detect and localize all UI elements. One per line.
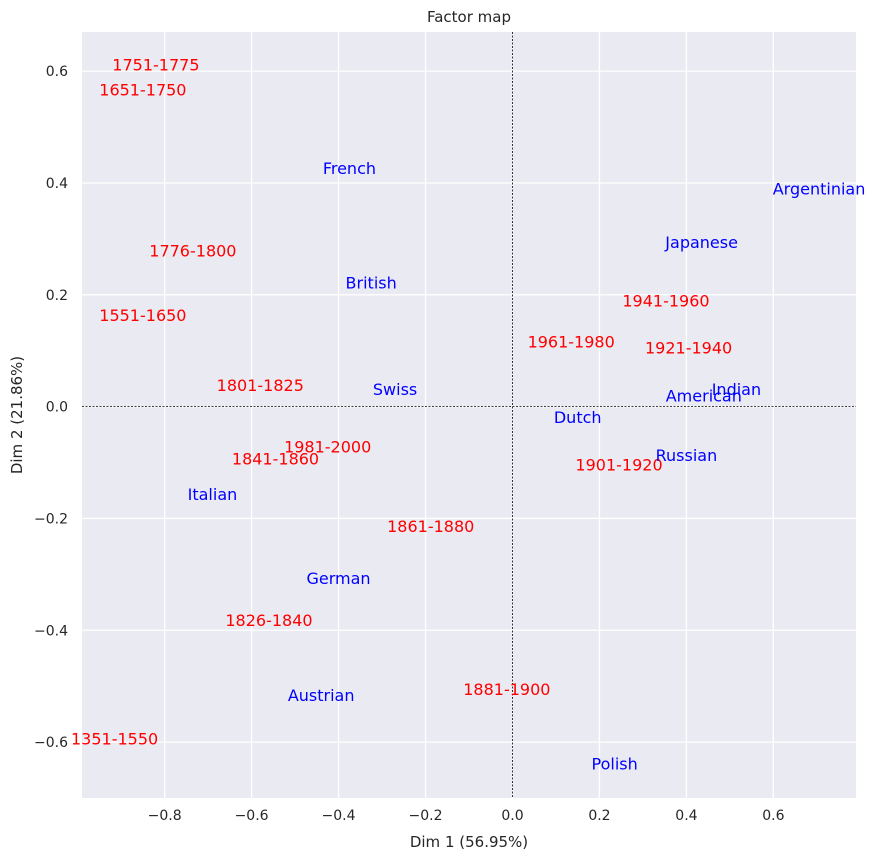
x-tick-label: −0.8 — [148, 808, 182, 824]
point-label: 1651-1750 — [99, 81, 186, 100]
point-label: German — [307, 569, 371, 588]
point-label: Argentinian — [773, 180, 866, 199]
point-label: 1751-1775 — [112, 56, 199, 75]
point-label: 1776-1800 — [149, 242, 236, 261]
point-label: Polish — [592, 754, 638, 773]
x-tick-label: 0.2 — [588, 808, 610, 824]
y-tick-label: −0.4 — [34, 623, 68, 639]
point-label: 1961-1980 — [528, 332, 615, 351]
x-tick-label: −0.6 — [235, 808, 269, 824]
x-tick-label: 0.4 — [675, 808, 697, 824]
y-tick-label: 0.6 — [46, 64, 68, 80]
point-labels: 1751-1775 1651-1750 1776-1800 1551-1650 1801… — [71, 56, 865, 774]
x-tick-label: 0.6 — [762, 808, 784, 824]
point-label: 1841-1860 — [232, 450, 319, 469]
y-tick-label: −0.6 — [34, 735, 68, 751]
point-label: Dutch — [554, 408, 602, 427]
point-label: Italian — [188, 485, 238, 504]
point-label: British — [346, 274, 397, 293]
point-label: American — [666, 387, 742, 406]
x-tick-label: 0.0 — [501, 808, 523, 824]
grid — [82, 32, 856, 798]
y-axis-ticks: −0.6 −0.4 −0.2 0.0 0.2 0.4 0.6 — [34, 64, 68, 751]
point-label: 1551-1650 — [99, 306, 186, 325]
point-label: Japanese — [664, 233, 738, 252]
plot-background — [82, 32, 856, 798]
y-tick-label: 0.0 — [46, 400, 68, 416]
point-label: 1921-1940 — [645, 338, 732, 357]
point-label: Swiss — [373, 380, 417, 399]
point-label: 1901-1920 — [575, 455, 662, 474]
point-label: 1351-1550 — [71, 729, 158, 748]
y-tick-label: −0.2 — [34, 511, 68, 527]
y-axis-label: Dim 2 (21.86%) — [8, 356, 26, 474]
x-axis-ticks: −0.8 −0.6 −0.4 −0.2 0.0 0.2 0.4 0.6 — [148, 808, 785, 824]
point-label: 1801-1825 — [217, 376, 304, 395]
point-label: 1881-1900 — [463, 680, 550, 699]
point-label: Austrian — [288, 686, 355, 705]
x-tick-label: −0.2 — [409, 808, 443, 824]
point-label: 1981-2000 — [284, 437, 371, 456]
x-axis-label: Dim 1 (56.95%) — [410, 833, 528, 851]
point-label: Indian — [712, 380, 761, 399]
chart-title: Factor map — [427, 8, 511, 26]
y-tick-label: 0.4 — [46, 176, 68, 192]
point-label: 1826-1840 — [225, 611, 312, 630]
y-tick-label: 0.2 — [46, 288, 68, 304]
point-label: 1861-1880 — [387, 517, 474, 536]
point-label: French — [323, 159, 376, 178]
reference-lines — [82, 32, 856, 798]
point-label: 1941-1960 — [622, 291, 709, 310]
x-tick-label: −0.4 — [322, 808, 356, 824]
point-label: Russian — [656, 446, 718, 465]
